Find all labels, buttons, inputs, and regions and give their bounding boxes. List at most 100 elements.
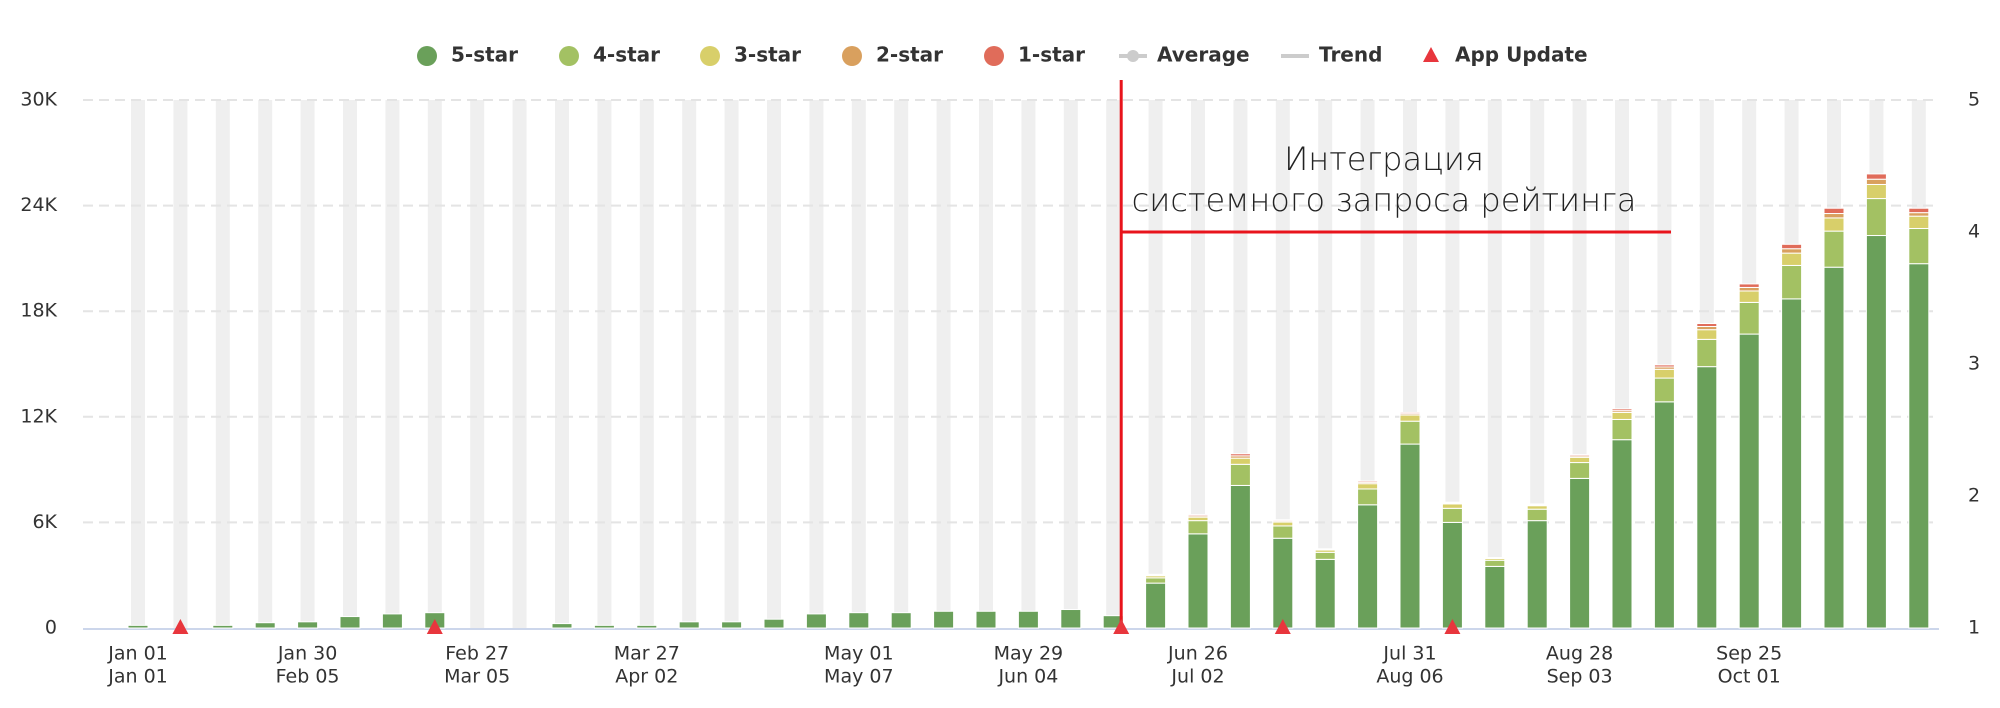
column-band bbox=[894, 100, 909, 628]
bar-segment bbox=[551, 623, 573, 629]
bar-segment bbox=[1187, 520, 1209, 535]
legend-label: 2-star bbox=[876, 43, 943, 67]
x-tick-label-secondary: Aug 06 bbox=[1376, 666, 1443, 688]
bar-segment bbox=[1357, 504, 1379, 629]
bar-segment bbox=[127, 624, 149, 629]
y2-tick-label: 3 bbox=[1968, 353, 1980, 375]
bar-segment bbox=[1738, 333, 1760, 629]
legend-item[interactable]: 3-star bbox=[700, 43, 801, 67]
legend-item-inactive[interactable]: Average bbox=[1119, 43, 1250, 67]
x-tick-label-secondary: Jun 04 bbox=[997, 666, 1058, 688]
bar-segment bbox=[1738, 301, 1760, 335]
bar-segment bbox=[1272, 519, 1294, 522]
column-band bbox=[300, 100, 315, 628]
app-update-marker bbox=[1113, 619, 1130, 634]
bar-segment bbox=[1696, 323, 1718, 328]
bar-segment bbox=[1569, 462, 1591, 479]
x-tick-label-secondary: Sep 03 bbox=[1547, 666, 1613, 688]
column-band bbox=[1106, 100, 1121, 628]
bar-segment bbox=[1908, 227, 1930, 265]
y-tick-label: 0 bbox=[45, 617, 57, 639]
legend-item[interactable]: 4-star bbox=[559, 43, 660, 67]
column-band bbox=[979, 100, 993, 628]
bar-segment bbox=[1229, 457, 1251, 465]
bar-segment bbox=[1484, 559, 1506, 567]
bar-segment bbox=[1653, 368, 1675, 379]
legend-item[interactable]: 1-star bbox=[984, 43, 1085, 67]
legend-swatch bbox=[842, 46, 862, 66]
bar-segment bbox=[1272, 521, 1294, 527]
bar-segment bbox=[890, 612, 912, 629]
x-tick-label: Jun 26 bbox=[1167, 643, 1228, 665]
x-tick-label: May 29 bbox=[994, 643, 1064, 665]
bar-segment bbox=[1569, 454, 1591, 457]
bar-segment bbox=[1145, 577, 1167, 584]
bar-segment bbox=[1187, 516, 1209, 522]
legend-swatch bbox=[700, 46, 720, 66]
bar-segment bbox=[1653, 401, 1675, 629]
bar-segment bbox=[678, 621, 700, 629]
bar-segment bbox=[721, 621, 743, 629]
bar-segment bbox=[1272, 525, 1294, 539]
legend-item[interactable]: App Update bbox=[1423, 43, 1588, 67]
bar-segment bbox=[1611, 439, 1633, 629]
bar-segment bbox=[1526, 508, 1548, 522]
column-band bbox=[639, 100, 654, 628]
x-tick-label-secondary: Feb 05 bbox=[276, 666, 340, 688]
bar-segment bbox=[1908, 215, 1930, 229]
bar-segment bbox=[1187, 513, 1209, 517]
x-tick-label-secondary: Apr 02 bbox=[615, 666, 678, 688]
bar-segment bbox=[1781, 264, 1803, 300]
bar-segment bbox=[1229, 484, 1251, 629]
column-band bbox=[385, 100, 400, 628]
bar-segment bbox=[1865, 178, 1887, 185]
app-update-marker bbox=[1274, 619, 1291, 634]
legend-label: 1-star bbox=[1018, 43, 1085, 67]
bar-segment bbox=[1145, 573, 1167, 576]
bar-segment bbox=[1441, 501, 1463, 504]
bar-segment bbox=[1865, 183, 1887, 200]
bar-segment bbox=[1484, 565, 1506, 629]
column-band bbox=[555, 100, 569, 628]
bar-segment bbox=[1569, 456, 1591, 464]
bar-segment bbox=[381, 613, 403, 629]
legend-swatch bbox=[559, 46, 579, 66]
column-band bbox=[767, 100, 781, 628]
bar-segment bbox=[1272, 537, 1294, 629]
y2-tick-label: 5 bbox=[1968, 89, 1980, 111]
bar-segment bbox=[1229, 453, 1251, 457]
x-tick-label: Feb 27 bbox=[445, 643, 509, 665]
legend-label: Trend bbox=[1319, 43, 1382, 67]
bar-segment bbox=[1399, 414, 1421, 422]
column-band bbox=[597, 100, 612, 628]
bar-segment bbox=[763, 618, 785, 629]
column-band bbox=[343, 100, 357, 628]
column-band bbox=[470, 100, 485, 628]
column-band bbox=[936, 100, 951, 628]
column-band bbox=[427, 100, 442, 628]
app-update-marker bbox=[1444, 619, 1461, 634]
bar-segment bbox=[1357, 480, 1379, 483]
x-tick-label-secondary: Jul 02 bbox=[1170, 666, 1224, 688]
bar-segment bbox=[1865, 235, 1887, 629]
legend-label: App Update bbox=[1455, 43, 1588, 67]
legend-item[interactable]: 5-star bbox=[417, 43, 518, 67]
bar-segment bbox=[805, 613, 827, 629]
bar-segment bbox=[1696, 338, 1718, 368]
bar-segment bbox=[339, 616, 361, 629]
legend-label: 3-star bbox=[734, 43, 801, 67]
bar-segment bbox=[1187, 533, 1209, 629]
legend-item-inactive[interactable]: Trend bbox=[1281, 43, 1382, 67]
bar-segment bbox=[1865, 173, 1887, 180]
legend-swatch bbox=[417, 46, 437, 66]
x-tick-label: Mar 27 bbox=[614, 643, 680, 665]
bar-segment bbox=[254, 622, 276, 629]
bar-segment bbox=[1526, 520, 1548, 629]
column-band bbox=[724, 100, 739, 628]
legend-item[interactable]: 2-star bbox=[842, 43, 943, 67]
column-band bbox=[809, 100, 824, 628]
bar-segment bbox=[1696, 366, 1718, 629]
bar-segment bbox=[1314, 548, 1336, 550]
column-band bbox=[131, 100, 145, 628]
bar-segment bbox=[1908, 207, 1930, 214]
